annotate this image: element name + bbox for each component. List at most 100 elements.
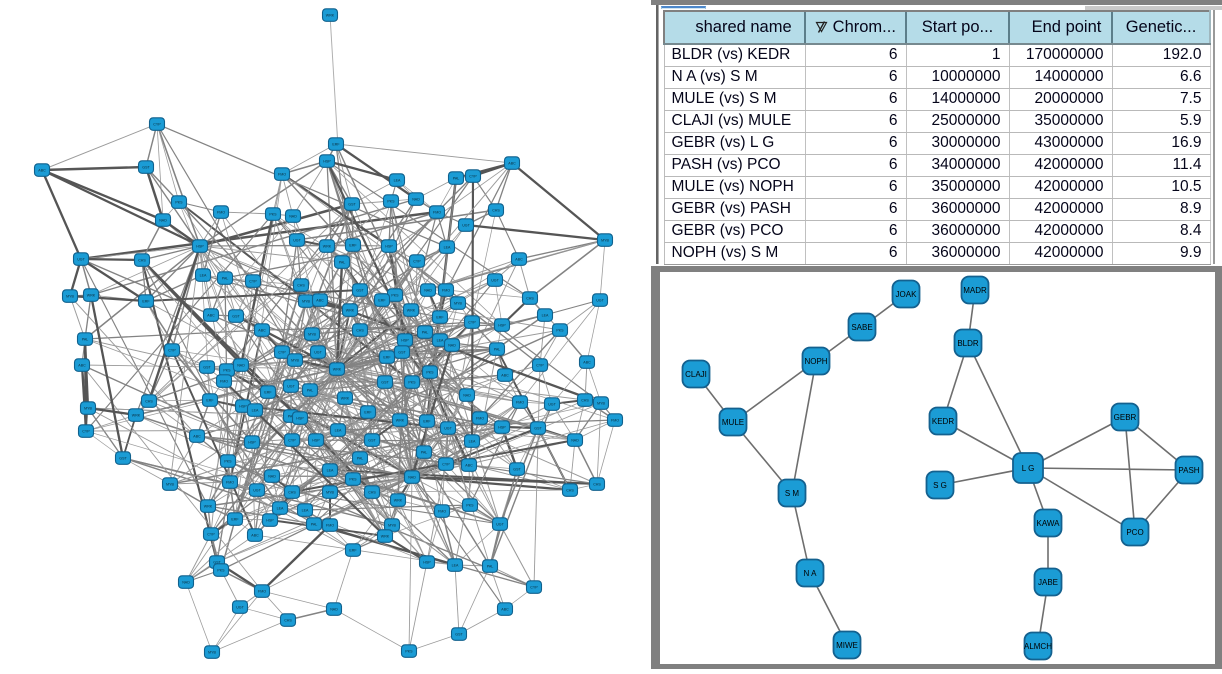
svg-text:UGT: UGT xyxy=(253,489,261,493)
svg-text:NAD: NAD xyxy=(182,581,190,585)
svg-text:PAL: PAL xyxy=(307,389,314,393)
svg-text:PAL: PAL xyxy=(82,338,89,342)
svg-text:PKS: PKS xyxy=(391,294,399,298)
svg-text:FMO: FMO xyxy=(433,211,441,215)
svg-text:NOPH: NOPH xyxy=(804,357,827,366)
svg-text:HSP: HSP xyxy=(498,426,506,430)
svg-text:UGT: UGT xyxy=(496,523,504,527)
svg-text:L G: L G xyxy=(1022,464,1035,473)
svg-text:CHS: CHS xyxy=(284,619,292,623)
svg-text:PKS: PKS xyxy=(223,369,231,373)
svg-text:CHS: CHS xyxy=(356,329,364,333)
svg-text:JOAK: JOAK xyxy=(896,290,918,299)
svg-text:MYB: MYB xyxy=(597,402,605,406)
svg-text:PCO: PCO xyxy=(1126,528,1143,537)
svg-text:CYP: CYP xyxy=(530,586,538,590)
svg-text:HSP: HSP xyxy=(401,339,409,343)
svg-text:NAD: NAD xyxy=(571,439,579,443)
svg-text:HSP: HSP xyxy=(296,417,304,421)
svg-text:WRK: WRK xyxy=(87,294,96,298)
svg-text:WRK: WRK xyxy=(407,309,416,313)
svg-text:FMO: FMO xyxy=(226,481,234,485)
svg-text:N A: N A xyxy=(804,569,818,578)
svg-text:PKS: PKS xyxy=(269,213,277,217)
svg-text:GST: GST xyxy=(381,381,389,385)
svg-text:FMO: FMO xyxy=(278,173,286,177)
svg-text:ERF: ERF xyxy=(264,391,272,395)
svg-text:ABC: ABC xyxy=(508,162,516,166)
svg-text:ERF: ERF xyxy=(378,299,386,303)
svg-text:ERF: ERF xyxy=(349,244,357,248)
svg-text:MYB: MYB xyxy=(66,295,74,299)
svg-text:HSP: HSP xyxy=(312,439,320,443)
svg-text:CHS: CHS xyxy=(581,399,589,403)
svg-text:CHS: CHS xyxy=(566,489,574,493)
svg-text:S M: S M xyxy=(785,489,800,498)
svg-text:CYP: CYP xyxy=(249,280,257,284)
svg-text:PAL: PAL xyxy=(357,457,364,461)
svg-text:WRK: WRK xyxy=(323,245,332,249)
svg-text:KAWA: KAWA xyxy=(1037,519,1061,528)
svg-text:CHS: CHS xyxy=(526,297,534,301)
svg-text:CHS: CHS xyxy=(593,483,601,487)
svg-text:GST: GST xyxy=(119,457,127,461)
svg-text:ABC: ABC xyxy=(501,608,509,612)
svg-text:UGT: UGT xyxy=(287,385,295,389)
svg-text:CYP: CYP xyxy=(536,364,544,368)
svg-text:GST: GST xyxy=(348,203,356,207)
svg-text:CYP: CYP xyxy=(168,349,176,353)
svg-text:NAD: NAD xyxy=(412,198,420,202)
svg-text:CYP: CYP xyxy=(468,321,476,325)
svg-text:NAD: NAD xyxy=(237,364,245,368)
svg-text:ERF: ERF xyxy=(383,356,391,360)
svg-text:NAD: NAD xyxy=(448,344,456,348)
svg-text:PAL: PAL xyxy=(222,277,229,281)
svg-text:PAL: PAL xyxy=(487,565,494,569)
svg-text:LEA: LEA xyxy=(437,339,444,343)
svg-text:BLDR: BLDR xyxy=(957,339,979,348)
svg-text:LEA: LEA xyxy=(444,246,451,250)
svg-text:PKS: PKS xyxy=(224,460,232,464)
svg-text:CYP: CYP xyxy=(207,533,215,537)
svg-text:ABC: ABC xyxy=(258,329,266,333)
svg-text:LEA: LEA xyxy=(542,314,549,318)
svg-text:PASH: PASH xyxy=(1178,466,1199,475)
svg-text:ERF: ERF xyxy=(349,549,357,553)
svg-text:ABC: ABC xyxy=(515,258,523,262)
svg-text:CHS: CHS xyxy=(145,400,153,404)
svg-text:GST: GST xyxy=(356,289,364,293)
svg-text:ERF: ERF xyxy=(142,300,150,304)
svg-text:GST: GST xyxy=(203,366,211,370)
svg-text:PKS: PKS xyxy=(175,201,183,205)
svg-text:HSP: HSP xyxy=(196,245,204,249)
svg-text:FMO: FMO xyxy=(220,380,228,384)
svg-text:PAL: PAL xyxy=(422,331,429,335)
svg-text:WRK: WRK xyxy=(341,397,350,401)
svg-text:NAD: NAD xyxy=(408,476,416,480)
svg-text:HSP: HSP xyxy=(423,561,431,565)
svg-text:CLAJI: CLAJI xyxy=(685,370,707,379)
svg-text:HSP: HSP xyxy=(248,441,256,445)
svg-text:FMO: FMO xyxy=(438,510,446,514)
svg-text:ERF: ERF xyxy=(206,399,214,403)
svg-text:GST: GST xyxy=(398,351,406,355)
svg-text:UGT: UGT xyxy=(491,279,499,283)
svg-text:LEA: LEA xyxy=(327,469,334,473)
svg-text:MYB: MYB xyxy=(302,300,310,304)
svg-text:NAD: NAD xyxy=(463,394,471,398)
svg-text:ERF: ERF xyxy=(364,411,372,415)
svg-text:PAL: PAL xyxy=(421,451,428,455)
svg-text:FMO: FMO xyxy=(516,401,524,405)
svg-text:PKS: PKS xyxy=(217,569,225,573)
svg-text:ABC: ABC xyxy=(316,299,324,303)
svg-text:PAL: PAL xyxy=(288,415,295,419)
svg-text:MYB: MYB xyxy=(84,407,92,411)
svg-text:JABE: JABE xyxy=(1038,578,1058,587)
svg-text:ERF: ERF xyxy=(231,518,239,522)
svg-text:ABC: ABC xyxy=(465,464,473,468)
svg-text:GST: GST xyxy=(142,166,150,170)
svg-text:CHS: CHS xyxy=(492,209,500,213)
svg-text:MYB: MYB xyxy=(601,239,609,243)
svg-text:PAL: PAL xyxy=(339,261,346,265)
svg-text:UGT: UGT xyxy=(548,403,556,407)
